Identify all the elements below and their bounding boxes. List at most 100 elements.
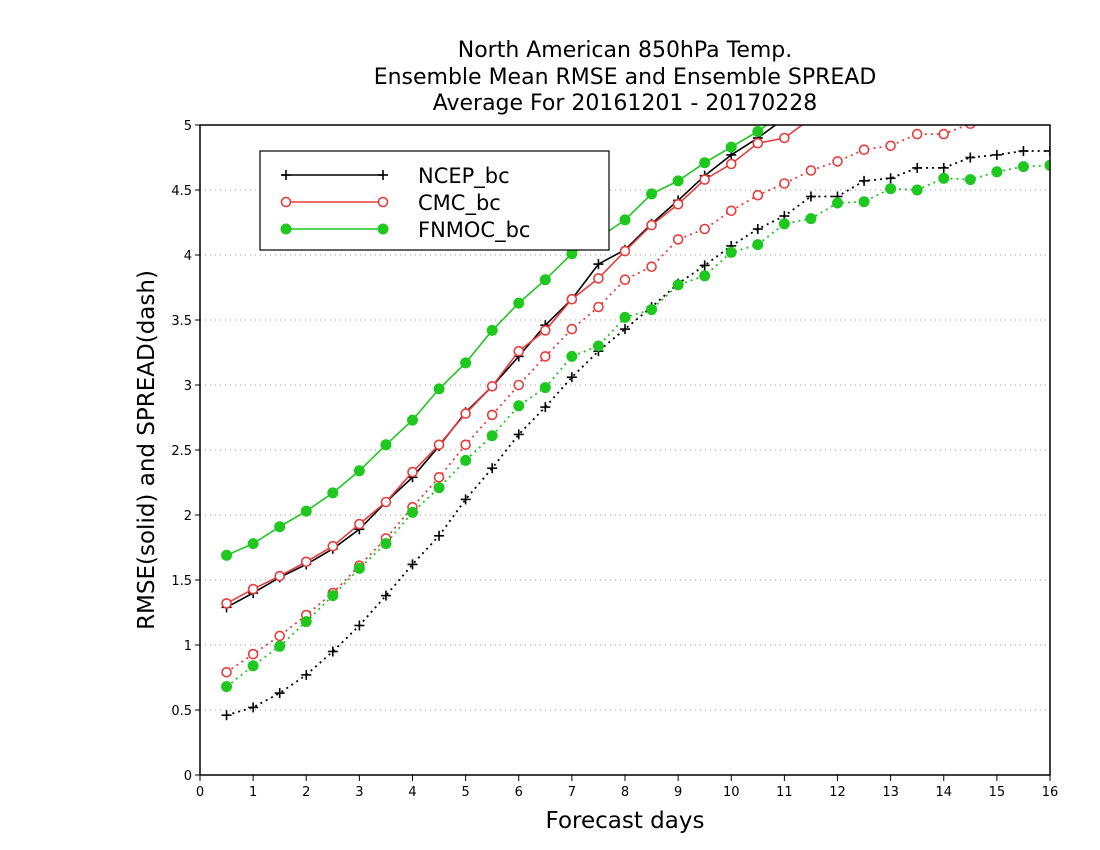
y-tick-label: 1 [184,639,192,654]
data-point-cmc-bc-spread [619,274,631,286]
x-tick-label: 0 [196,785,204,800]
data-point-ncep-bc-spread [620,324,630,335]
data-point-fnmoc-bc-rmse [327,487,339,499]
data-point-ncep-bc-spread [301,669,312,680]
data-point-fnmoc-bc-rmse [353,465,365,477]
x-tick-label: 10 [723,785,740,800]
legend-label-fnmoc-bc: FNMOC_bc [418,218,530,243]
data-point-cmc-bc-rmse [540,325,551,336]
data-point-cmc-bc-rmse [860,82,869,91]
chart-title-line-3: Average For 20161201 - 20170228 [432,91,818,116]
data-point-cmc-bc-spread [540,351,551,362]
data-point-cmc-bc-rmse [646,219,657,231]
data-point-cmc-bc-spread [911,128,923,140]
data-point-fnmoc-bc-spread [247,660,259,672]
data-point-ncep-bc-spread [354,620,365,631]
data-point-cmc-bc-spread [832,156,843,167]
data-point-cmc-bc-rmse [806,114,815,123]
x-tick-label: 2 [302,785,310,800]
data-point-cmc-bc-rmse [752,137,764,149]
data-point-cmc-bc-rmse [725,158,737,170]
data-point-fnmoc-bc-spread [513,400,525,412]
data-point-ncep-bc-spread [885,173,896,184]
data-point-cmc-bc-rmse [274,570,285,582]
data-point-fnmoc-bc-rmse [486,324,498,336]
y-tick-label: 1.5 [171,574,192,589]
series-line-ncep-bc-rmse [226,125,777,609]
x-axis-label: Forecast days [545,808,705,834]
data-point-cmc-bc-rmse [380,496,392,508]
data-point-cmc-bc-rmse [619,245,631,257]
legend-label-cmc-bc: CMC_bc [418,191,501,216]
data-point-cmc-bc-rmse [913,56,922,65]
data-point-ncep-bc-spread [487,463,498,474]
data-point-fnmoc-bc-spread [566,350,578,362]
data-point-cmc-bc-spread [992,113,1001,122]
chart-title-line-1: North American 850hPa Temp. [457,38,793,63]
legend-marker-ncep-bc [281,170,291,180]
data-point-cmc-bc-rmse [221,598,232,609]
data-point-ncep-bc-rmse [833,81,843,91]
legend-box [259,150,610,251]
data-point-cmc-bc-rmse [433,439,445,451]
data-point-ncep-bc-rmse [806,95,816,105]
data-point-fnmoc-bc-spread [778,218,790,230]
data-point-fnmoc-bc-rmse [806,88,816,98]
data-point-fnmoc-bc-spread [486,430,498,442]
data-point-cmc-bc-spread [779,178,790,189]
data-point-cmc-bc-spread [938,128,950,140]
data-point-ncep-bc-spread [1045,146,1050,156]
data-point-cmc-bc-spread [672,234,684,245]
data-point-cmc-bc-rmse [407,466,418,478]
data-point-ncep-bc-spread [752,224,763,234]
data-point-ncep-bc-spread [805,191,816,202]
y-tick-label: 3 [184,379,192,394]
data-point-fnmoc-bc-spread [832,197,843,209]
data-point-ncep-bc-spread [1018,146,1029,156]
data-point-ncep-bc-rmse [593,259,604,270]
data-point-ncep-bc-spread [566,372,577,383]
axes: 00.511.522.533.544.550 1 2 3 4 5 6 7 8 9 10 11 12 13 1… [171,119,1058,800]
data-point-fnmoc-bc-spread [1017,161,1029,173]
data-point-ncep-bc-spread [407,559,418,570]
data-point-fnmoc-bc-spread [991,166,1003,178]
data-point-cmc-bc-spread [460,439,471,451]
data-point-fnmoc-bc-spread [300,616,312,628]
data-point-fnmoc-bc-spread [699,270,711,282]
data-point-fnmoc-bc-rmse [886,42,896,52]
y-tick-label: 2.5 [171,444,192,459]
data-point-fnmoc-bc-spread [353,562,365,574]
data-point-fnmoc-bc-rmse [300,505,312,517]
series-line-fnmoc-bc-rmse [226,125,769,557]
data-point-cmc-bc-spread [885,140,896,152]
data-point-cmc-bc-spread [486,409,498,421]
data-point-fnmoc-bc-spread [619,311,631,323]
series-line-cmc-bc-rmse [226,125,804,605]
x-tick-label: 6 [515,785,523,800]
data-point-cmc-bc-spread [513,379,525,391]
y-tick-label: 0 [184,769,192,784]
data-point-fnmoc-bc-spread [964,174,976,186]
x-tick-label: 13 [882,785,899,800]
data-point-fnmoc-bc-spread [1044,159,1050,171]
data-point-cmc-bc-rmse [672,199,684,210]
data-point-ncep-bc-spread [380,590,391,601]
data-point-cmc-bc-spread [725,205,737,217]
data-point-fnmoc-bc-spread [274,640,286,652]
data-point-cmc-bc-rmse [300,556,312,568]
y-tick-label: 4 [184,249,192,264]
data-point-fnmoc-bc-rmse [965,3,975,13]
data-point-cmc-bc-rmse [513,345,525,357]
data-point-fnmoc-bc-rmse [912,29,922,39]
data-point-fnmoc-bc-spread [938,172,950,184]
data-point-cmc-bc-rmse [779,132,790,144]
y-tick-label: 5 [184,119,192,134]
data-point-ncep-bc-spread [221,710,232,721]
data-point-cmc-bc-spread [858,144,870,155]
x-tick-label: 11 [776,785,793,800]
data-point-cmc-bc-rmse [992,17,1001,26]
y-tick-label: 0.5 [171,704,192,719]
data-point-cmc-bc-rmse [486,380,498,392]
data-point-cmc-bc-rmse [966,30,975,39]
data-point-fnmoc-bc-rmse [619,214,631,226]
